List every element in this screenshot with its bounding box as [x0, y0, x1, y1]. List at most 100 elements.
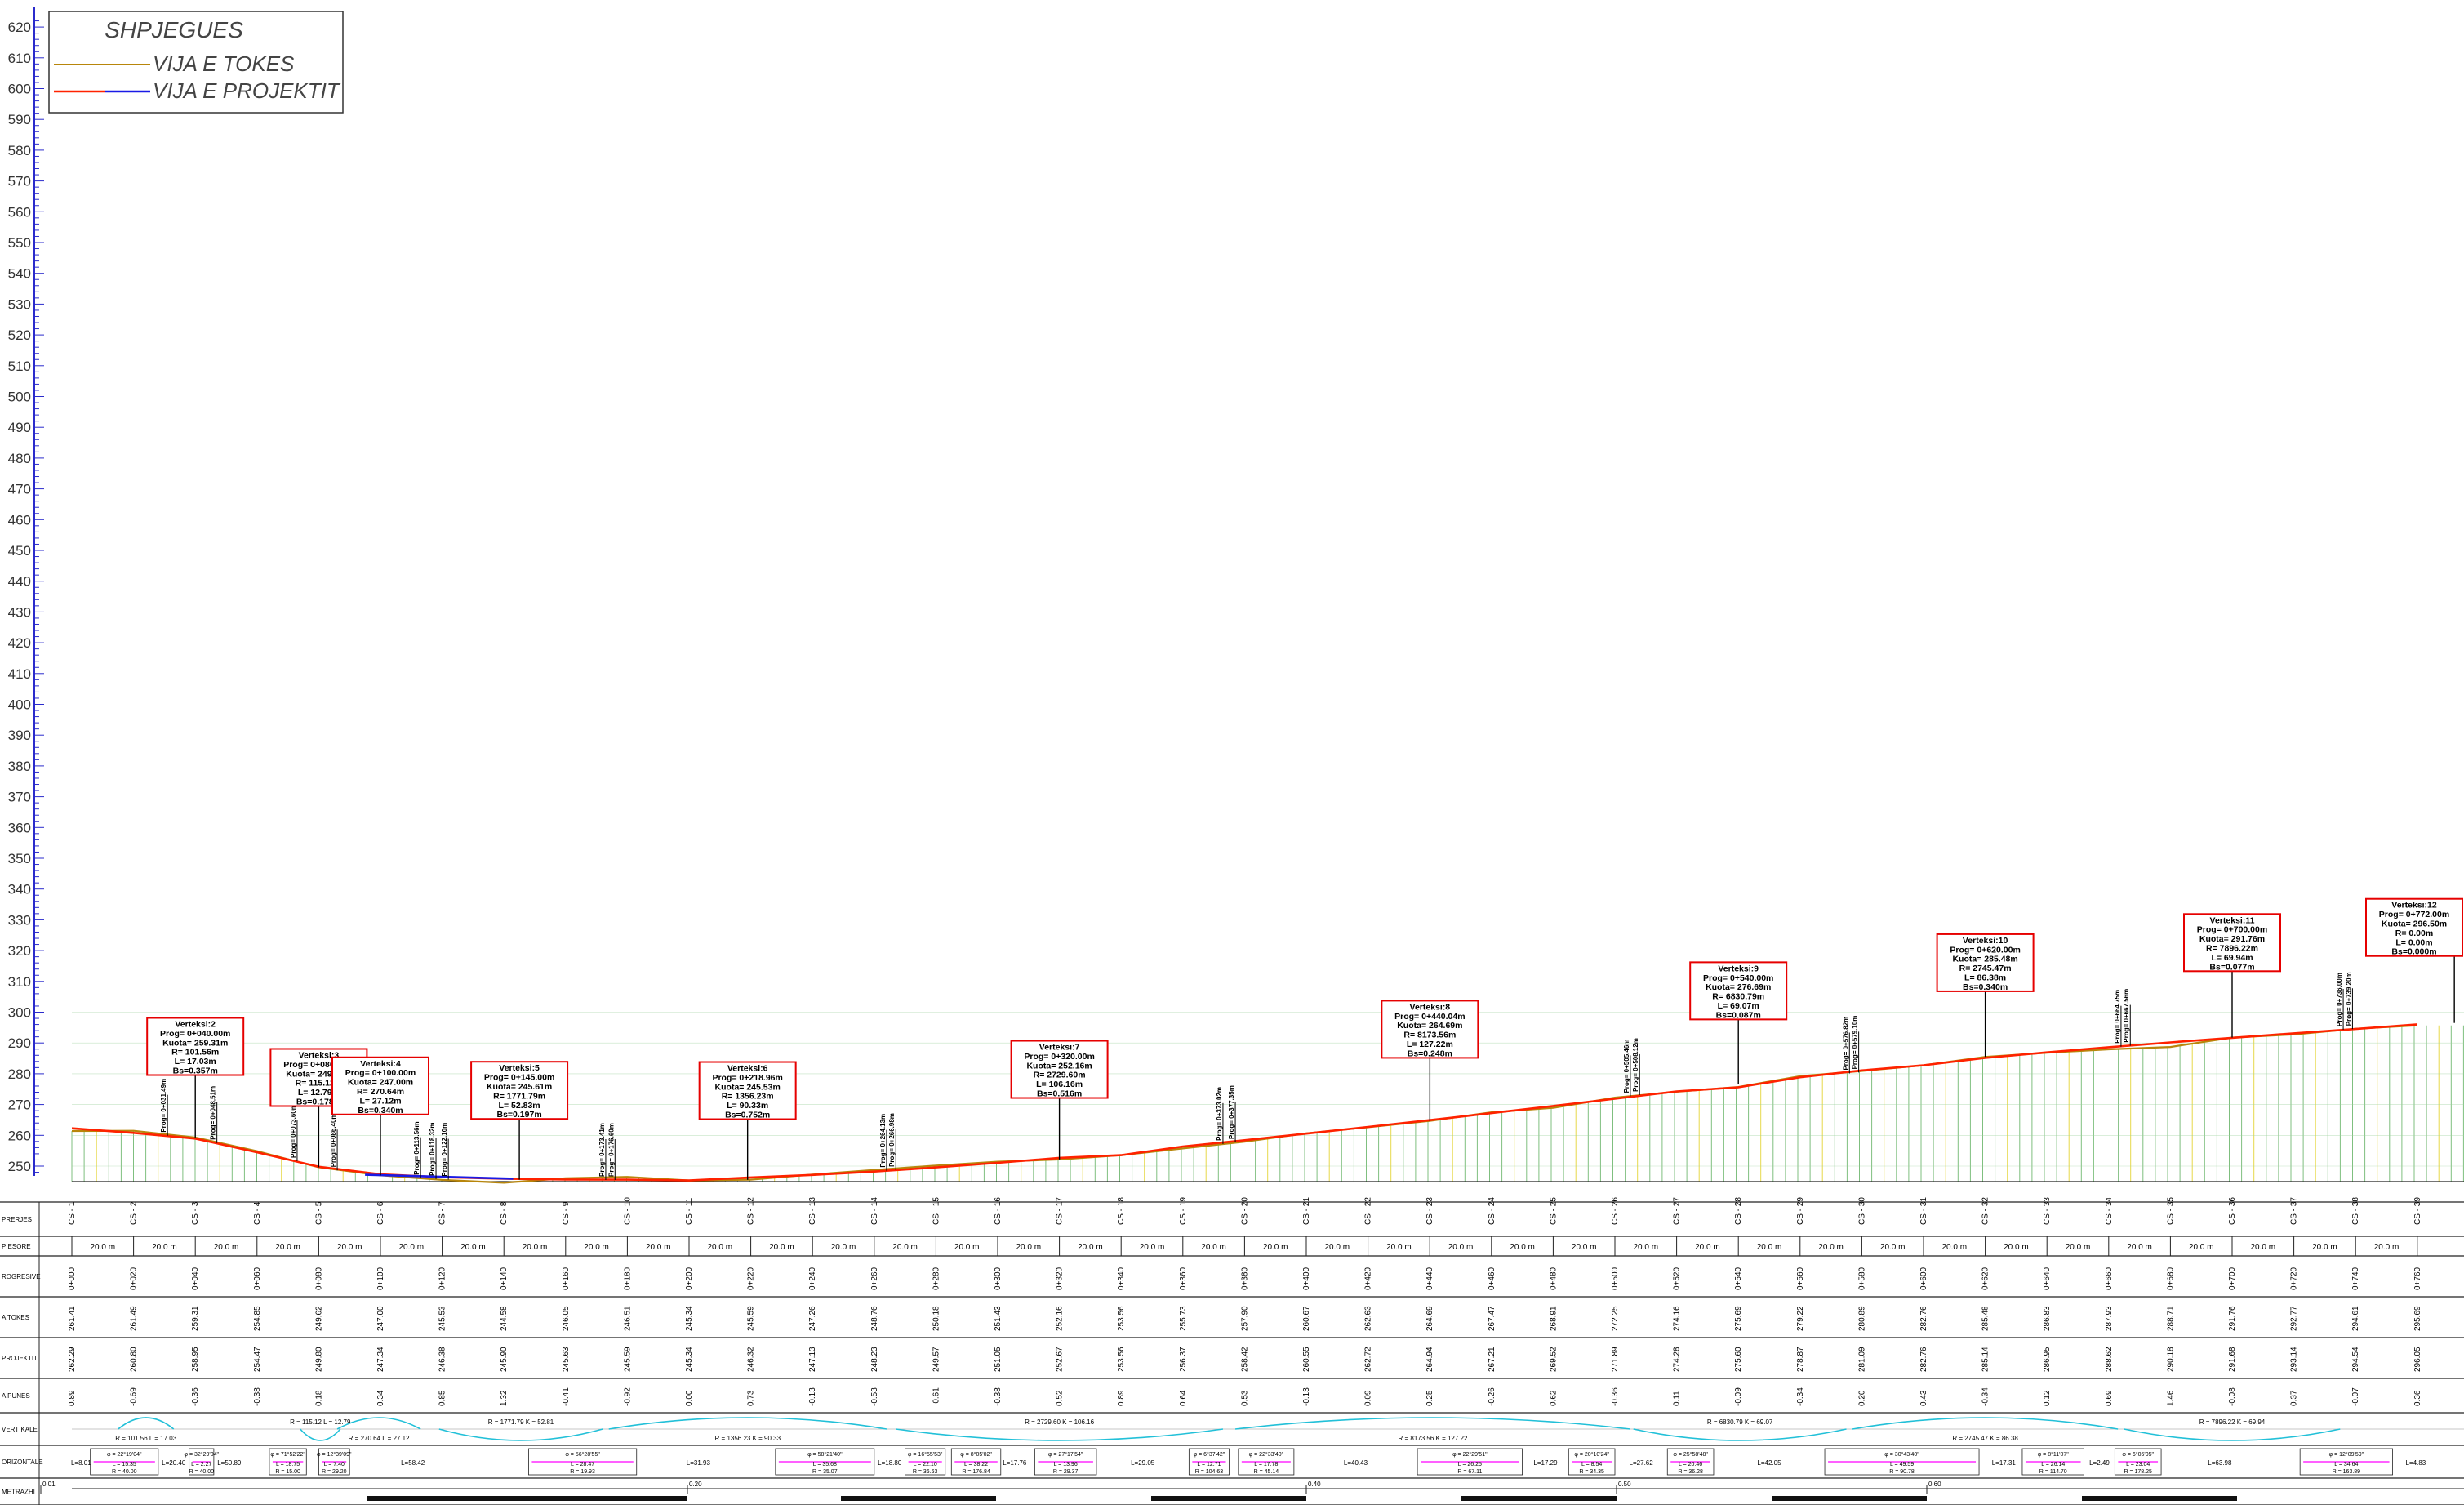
- table-value-work-height: 0.64: [1179, 1390, 1188, 1406]
- horizontal-curve-box: [269, 1448, 307, 1476]
- elevation-tick-label: 570: [8, 174, 31, 189]
- horizontal-curve-radius: R = 29.20: [322, 1469, 347, 1475]
- table-value-progressive: 0+060: [253, 1267, 262, 1290]
- table-value-project-elev: 288.62: [2105, 1347, 2114, 1372]
- project-line-blue-segment: [365, 1173, 514, 1180]
- profile-area: Prog= 0+031.49m Prog= 0+048.51m Prog= 0+07…: [71, 897, 2464, 1184]
- horizontal-curve-radius: R = 40.00: [112, 1469, 137, 1475]
- vertex-box-line: Kuota= 247.00m: [348, 1078, 413, 1088]
- elevation-tick-label: 460: [8, 512, 31, 528]
- elevation-tick-label: 550: [8, 235, 31, 251]
- distance-label: 20.0 m: [399, 1243, 425, 1252]
- distance-label: 20.0 m: [337, 1243, 362, 1252]
- horizontal-curve-box: [2299, 1448, 2393, 1476]
- distance-label: 20.0 m: [1510, 1243, 1535, 1252]
- table-value-work-height: -0.69: [130, 1387, 139, 1406]
- table-value-progressive: 0+380: [1240, 1267, 1249, 1290]
- small-station-label: Prog= 0+086.40m: [330, 1113, 337, 1167]
- horizontal-curve-radius: R = 176.84: [962, 1469, 990, 1475]
- table-value-work-height: -0.61: [932, 1387, 941, 1406]
- table-value-progressive: 0+620: [1981, 1267, 1990, 1290]
- table-value-project-elev: 264.94: [1425, 1347, 1434, 1372]
- vertex-box: [2183, 913, 2281, 973]
- vertex-box-line: Bs=0.248m: [1408, 1049, 1452, 1058]
- vertex-box: [1010, 1040, 1109, 1099]
- vertical-curve-arc: [896, 1428, 1224, 1441]
- camber-label: 0.01: [42, 1481, 56, 1488]
- table-value-project-elev: 290.18: [2166, 1347, 2175, 1372]
- horizontal-curve-angle: φ = 6°05'05": [2122, 1451, 2154, 1458]
- vertex-box-line: R= 270.64m: [357, 1087, 404, 1097]
- section-label: CS - 11: [685, 1197, 694, 1225]
- distance-label: 20.0 m: [1201, 1243, 1226, 1252]
- horizontal-curve-box: [2114, 1448, 2162, 1476]
- small-station-label: Prog= 0+667.56m: [2123, 989, 2130, 1043]
- table-value-project-elev: 274.28: [1673, 1347, 1682, 1372]
- section-label: CS - 33: [2043, 1197, 2052, 1225]
- horizontal-curve-box: [1824, 1448, 1980, 1476]
- horizontal-curve-box: [775, 1448, 875, 1476]
- distance-label: 20.0 m: [214, 1243, 239, 1252]
- horizontal-curve-box: [90, 1448, 159, 1476]
- horizontal-tangent-label: L=18.80: [878, 1459, 902, 1467]
- horizontal-curve-angle: φ = 27°17'54": [1048, 1451, 1083, 1458]
- elevation-tick-label: 310: [8, 974, 31, 990]
- vertex-box: [698, 1061, 797, 1120]
- vertex-box-line: Prog= 0+540.00m: [1703, 973, 1773, 983]
- table-value-project-elev: 286.95: [2043, 1347, 2052, 1372]
- horizontal-curve-length: L = 7.40: [324, 1462, 345, 1467]
- vertex-box-line: Prog= 0+700.00m: [2197, 925, 2267, 935]
- table-value-progressive: 0+440: [1425, 1267, 1434, 1290]
- table-value-project-elev: 247.13: [808, 1347, 817, 1372]
- camber-bar: [841, 1496, 996, 1501]
- table-value-progressive: 0+560: [1796, 1267, 1805, 1290]
- table-value-project-elev: 294.54: [2351, 1347, 2360, 1372]
- table-value-progressive: 0+080: [314, 1267, 323, 1290]
- section-label: CS - 27: [1673, 1197, 1682, 1225]
- horizontal-curve-angle: φ = 71°52'22": [270, 1451, 305, 1458]
- elevation-tick-label: 620: [8, 20, 31, 35]
- table-value-work-height: 0.53: [1240, 1390, 1249, 1406]
- table-value-work-height: 0.18: [314, 1390, 323, 1406]
- table-value-progressive: 0+540: [1734, 1267, 1743, 1290]
- horizontal-curve-angle: φ = 8°11'07": [2038, 1451, 2070, 1458]
- table-value-project-elev: 278.87: [1796, 1347, 1805, 1372]
- table-value-progressive: 0+260: [870, 1267, 879, 1290]
- table-value-work-height: 0.69: [2105, 1390, 2114, 1406]
- vertical-curve-arc: [336, 1417, 421, 1430]
- table-value-work-height: 1.32: [500, 1390, 509, 1406]
- table-value-ground-elev: 252.16: [1056, 1306, 1065, 1331]
- vertex-box-line: Verteksi:10: [1963, 936, 2008, 946]
- table-value-work-height: 0.52: [1056, 1390, 1065, 1406]
- section-label: CS - 35: [2166, 1197, 2175, 1225]
- horizontal-curve-angle: φ = 32°29'04": [185, 1451, 220, 1458]
- table-value-work-height: 0.62: [1549, 1390, 1558, 1406]
- section-label: CS - 10: [623, 1197, 632, 1225]
- small-station-label: Prog= 0+377.35m: [1228, 1085, 1235, 1139]
- vertex-box-line: Bs=0.197m: [497, 1110, 542, 1120]
- section-label: CS - 8: [500, 1201, 509, 1225]
- section-label: CS - 12: [747, 1197, 756, 1225]
- elevation-tick-label: 250: [8, 1159, 31, 1174]
- table-value-ground-elev: 247.26: [808, 1306, 817, 1331]
- elevation-tick-label: 420: [8, 635, 31, 651]
- small-station-label: Prog= 0+664.75m: [2114, 990, 2121, 1044]
- table-value-progressive: 0+400: [1302, 1267, 1311, 1290]
- table-value-work-height: -0.13: [808, 1387, 817, 1406]
- horizontal-curve-box: [1034, 1448, 1097, 1476]
- table-value-work-height: -0.53: [870, 1387, 879, 1406]
- horizontal-curve-length: L = 12.71: [1197, 1462, 1221, 1467]
- elevation-tick-label: 600: [8, 82, 31, 97]
- table-value-project-elev: 275.60: [1734, 1347, 1743, 1372]
- horizontal-curve-radius: R = 40.00: [189, 1469, 214, 1475]
- table-value-progressive: 0+280: [932, 1267, 941, 1290]
- elevation-tick-label: 340: [8, 882, 31, 897]
- table-value-project-elev: 271.89: [1611, 1347, 1620, 1372]
- section-label: CS - 24: [1488, 1197, 1497, 1225]
- vertex-box-line: Kuota= 245.61m: [487, 1082, 552, 1092]
- horizontal-curve-length: L = 22.10: [914, 1462, 937, 1467]
- vertical-curve-label: R = 6830.79 K = 69.07: [1707, 1418, 1773, 1426]
- table-value-project-elev: 262.29: [68, 1347, 77, 1372]
- vertical-curve-label: R = 1771.79 K = 52.81: [488, 1418, 554, 1426]
- table-value-progressive: 0+480: [1549, 1267, 1558, 1290]
